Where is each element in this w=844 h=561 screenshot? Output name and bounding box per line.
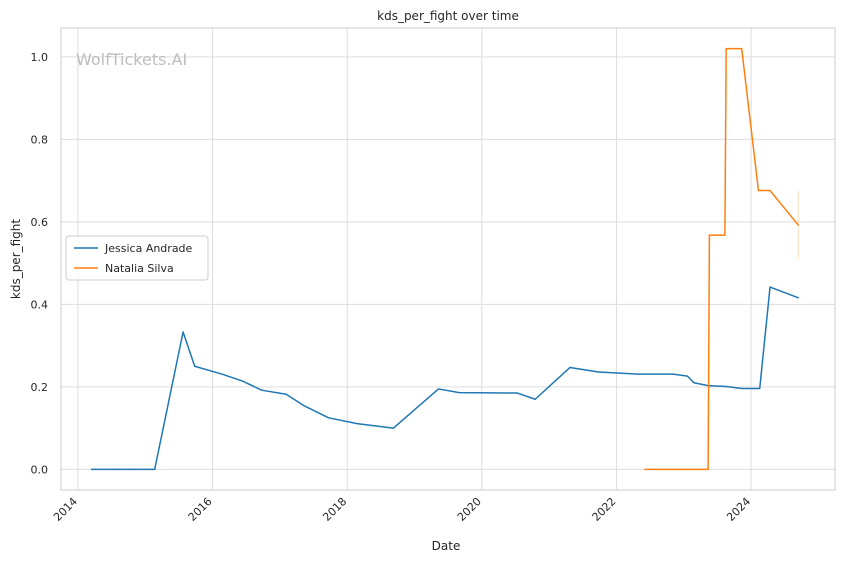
y-tick-label: 0.0: [31, 463, 49, 476]
plot-frame: [60, 27, 836, 491]
y-tick-label: 0.8: [31, 133, 49, 146]
data-point-jessica-andrade: [154, 468, 156, 470]
data-point-jessica-andrade: [769, 286, 771, 288]
y-tick-labels: 0.0 0.2 0.4 0.6 0.8 1.0: [31, 51, 49, 477]
data-point-natalia-silva: [725, 48, 727, 50]
data-point-natalia-silva: [757, 189, 760, 192]
legend: Jessica Andrade Natalia Silva: [65, 235, 209, 281]
data-point-jessica-andrade: [115, 468, 117, 470]
series-line-natalia-silva: [644, 47, 799, 471]
data-point-jessica-andrade: [693, 382, 695, 384]
x-gridlines: [77, 28, 752, 490]
data-point-natalia-silva: [644, 468, 646, 470]
y-axis-title: kds_per_fight: [9, 219, 23, 300]
data-point-jessica-andrade: [597, 371, 599, 373]
data-point-natalia-silva: [724, 234, 726, 236]
data-point-jessica-andrade: [458, 392, 460, 394]
watermark: WolfTickets.AI: [76, 50, 187, 69]
series-line-jessica-andrade: [91, 286, 799, 471]
data-point-natalia-silva: [679, 468, 681, 470]
data-point-jessica-andrade: [672, 373, 674, 375]
data-point-jessica-andrade: [90, 468, 93, 470]
data-point-jessica-andrade: [636, 373, 638, 375]
data-point-jessica-andrade: [221, 373, 223, 375]
legend-label-jessica-andrade: Jessica Andrade: [104, 242, 193, 255]
data-point-jessica-andrade: [134, 468, 136, 470]
data-point-natalia-silva: [797, 224, 799, 226]
data-point-jessica-andrade: [516, 392, 518, 394]
data-point-jessica-andrade: [725, 385, 727, 388]
data-point-jessica-andrade: [569, 366, 571, 369]
data-point-jessica-andrade: [327, 417, 330, 419]
y-tick-label: 0.4: [31, 298, 49, 311]
data-point-jessica-andrade: [797, 297, 799, 299]
data-point-jessica-andrade: [356, 422, 358, 425]
data-point-jessica-andrade: [182, 331, 184, 333]
data-point-natalia-silva: [707, 468, 709, 470]
legend-label-natalia-silva: Natalia Silva: [105, 262, 174, 275]
data-point-jessica-andrade: [686, 375, 689, 377]
data-point-jessica-andrade: [534, 398, 536, 400]
legend-box: [65, 235, 209, 281]
y-tick-label: 0.2: [31, 381, 49, 394]
data-point-jessica-andrade: [437, 388, 440, 390]
series-layer: [90, 47, 799, 471]
data-point-jessica-andrade: [759, 387, 761, 390]
data-point-jessica-andrade: [261, 389, 263, 391]
y-tick-label: 0.6: [31, 216, 49, 229]
data-point-jessica-andrade: [392, 427, 394, 429]
data-point-jessica-andrade: [303, 405, 305, 407]
y-tick-label: 1.0: [31, 51, 49, 64]
data-point-jessica-andrade: [285, 393, 287, 395]
data-point-jessica-andrade: [241, 380, 244, 382]
chart-title: kds_per_fight over time: [377, 9, 519, 23]
x-axis-title: Date: [432, 539, 461, 553]
data-point-natalia-silva: [741, 48, 743, 50]
data-point-jessica-andrade: [741, 387, 743, 390]
data-point-jessica-andrade: [194, 365, 196, 367]
data-point-natalia-silva: [769, 189, 771, 192]
data-point-natalia-silva: [708, 234, 711, 236]
